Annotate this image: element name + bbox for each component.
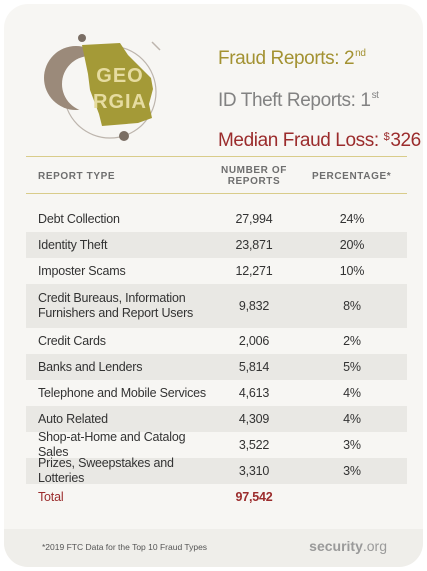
table-row: Shop-at-Home and Catalog Sales 3,522 3% bbox=[26, 430, 407, 459]
fraud-reports-ordinal: nd bbox=[355, 48, 366, 59]
table-body: Debt Collection 27,994 24% Identity Theft 23… bbox=[26, 206, 407, 510]
report-type-cell: Telephone and Mobile Services bbox=[38, 385, 206, 400]
percentage-cell: 10% bbox=[339, 264, 365, 278]
report-type-cell: Credit Cards bbox=[38, 333, 106, 348]
report-type-cell: Identity Theft bbox=[38, 237, 108, 252]
table-row: Credit Cards 2,006 2% bbox=[26, 328, 407, 354]
table-row: Prizes, Sweepstakes and Lotteries 3,310 3% bbox=[26, 456, 407, 485]
median-fraud-loss: Median Fraud Loss: $326 bbox=[218, 123, 421, 155]
table-row: Identity Theft 23,871 20% bbox=[26, 232, 407, 258]
table-row: Auto Related 4,309 4% bbox=[26, 406, 407, 432]
infographic-card: GEO RGIA Fraud Reports: 2nd ID Theft Rep… bbox=[4, 4, 423, 567]
percentage-cell: 4% bbox=[343, 386, 361, 400]
brand-name: security bbox=[309, 538, 363, 554]
total-reports: 97,542 bbox=[235, 490, 273, 504]
orbit-dash bbox=[151, 41, 161, 51]
percentage-cell: 8% bbox=[343, 299, 361, 313]
state-name-line2: RGIA bbox=[93, 91, 147, 113]
id-theft-ordinal: st bbox=[371, 90, 379, 101]
table-row: Banks and Lenders 5,814 5% bbox=[26, 354, 407, 380]
table-row: Credit Bureaus, Information Furnishers a… bbox=[26, 284, 407, 328]
report-type-cell: Prizes, Sweepstakes and Lotteries bbox=[38, 456, 174, 485]
reports-count-cell: 2,006 bbox=[238, 334, 270, 348]
median-loss-value: 326 bbox=[390, 130, 421, 151]
table-row: Debt Collection 27,994 24% bbox=[26, 206, 407, 232]
table-row: Telephone and Mobile Services 4,613 4% bbox=[26, 380, 407, 406]
header-number-line2: REPORTS bbox=[227, 176, 281, 187]
reports-count-cell: 4,613 bbox=[238, 386, 270, 400]
fraud-reports-label: Fraud Reports: 2 bbox=[218, 48, 355, 69]
reports-count-cell: 3,310 bbox=[238, 464, 270, 478]
percentage-cell: 20% bbox=[339, 238, 365, 252]
orbit-dot-bottom bbox=[119, 131, 129, 141]
footnote-text: *2019 FTC Data for the Top 10 Fraud Type… bbox=[42, 542, 208, 552]
reports-count-cell: 27,994 bbox=[235, 212, 273, 226]
table-total-row: Total 97,542 bbox=[26, 484, 407, 510]
reports-count-cell: 9,832 bbox=[238, 299, 270, 313]
brand-logo: security.org bbox=[309, 538, 387, 554]
reports-count-cell: 3,522 bbox=[238, 438, 270, 452]
fraud-reports-rank: Fraud Reports: 2nd bbox=[218, 40, 421, 73]
header-number-line1: NUMBER OF bbox=[221, 165, 287, 176]
table-header: REPORT TYPE NUMBER OF REPORTS PERCENTAGE* bbox=[26, 156, 407, 194]
fraud-types-table: REPORT TYPE NUMBER OF REPORTS PERCENTAGE*… bbox=[26, 156, 407, 510]
stats-block: Fraud Reports: 2nd ID Theft Reports: 1st… bbox=[218, 40, 421, 155]
report-type-cell: Imposter Scams bbox=[38, 263, 126, 278]
report-type-cell: Debt Collection bbox=[38, 211, 120, 226]
median-loss-label: Median Fraud Loss: bbox=[218, 130, 384, 151]
report-type-cell: Banks and Lenders bbox=[38, 359, 143, 374]
header-percentage: PERCENTAGE* bbox=[312, 170, 392, 182]
state-name-line1: GEO bbox=[96, 65, 143, 87]
percentage-cell: 24% bbox=[339, 212, 365, 226]
reports-count-cell: 5,814 bbox=[238, 360, 270, 374]
georgia-state-shape bbox=[82, 43, 153, 126]
header-report-type: REPORT TYPE bbox=[38, 170, 116, 182]
percentage-cell: 2% bbox=[343, 334, 361, 348]
reports-count-cell: 12,271 bbox=[235, 264, 273, 278]
percentage-cell: 3% bbox=[343, 464, 361, 478]
report-type-cell: Auto Related bbox=[38, 411, 108, 426]
report-type-cell: Shop-at-Home and Catalog Sales bbox=[38, 430, 186, 459]
reports-count-cell: 23,871 bbox=[235, 238, 273, 252]
report-type-cell: Credit Bureaus, Information Furnishers a… bbox=[38, 291, 194, 320]
brand-tld: .org bbox=[362, 538, 387, 554]
percentage-cell: 3% bbox=[343, 438, 361, 452]
id-theft-label: ID Theft Reports: 1 bbox=[218, 90, 371, 111]
table-row: Imposter Scams 12,271 10% bbox=[26, 258, 407, 284]
reports-count-cell: 4,309 bbox=[238, 412, 270, 426]
orbit-dot-top bbox=[78, 34, 86, 42]
median-loss-currency: $ bbox=[383, 131, 390, 143]
header-number-of-reports: NUMBER OF REPORTS bbox=[218, 157, 290, 195]
percentage-cell: 4% bbox=[343, 412, 361, 426]
id-theft-rank: ID Theft Reports: 1st bbox=[218, 82, 421, 115]
total-label: Total bbox=[38, 489, 64, 504]
georgia-state-logo: GEO RGIA bbox=[44, 34, 161, 141]
footer: *2019 FTC Data for the Top 10 Fraud Type… bbox=[4, 529, 423, 567]
percentage-cell: 5% bbox=[343, 360, 361, 374]
